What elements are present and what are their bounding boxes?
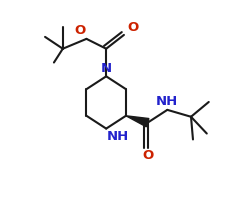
Text: O: O: [142, 149, 153, 162]
Text: N: N: [101, 62, 112, 75]
Text: NH: NH: [156, 95, 179, 108]
Text: NH: NH: [107, 130, 129, 143]
Text: O: O: [74, 24, 85, 37]
Polygon shape: [126, 116, 149, 127]
Text: O: O: [127, 21, 138, 34]
